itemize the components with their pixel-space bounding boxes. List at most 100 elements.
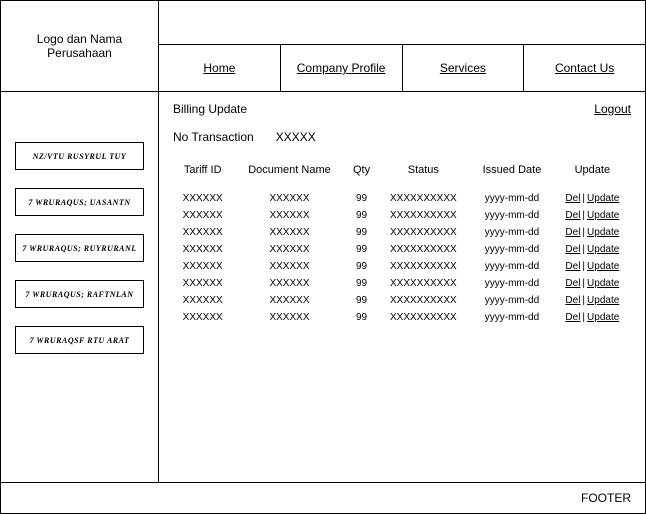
header-right: Home Company Profile Services Contact Us xyxy=(159,1,645,91)
update-link[interactable]: Update xyxy=(587,261,619,272)
cell-doc: XXXXXX xyxy=(232,224,346,241)
content-area: Billing Update Logout No Transaction XXX… xyxy=(159,92,645,482)
del-link[interactable]: Del xyxy=(565,295,580,306)
table-header-row: Tariff ID Document Name Qty Status Issue… xyxy=(173,162,631,190)
title-row: Billing Update Logout xyxy=(173,102,631,116)
cell-date: yyyy-mm-dd xyxy=(470,207,553,224)
cell-status: XXXXXXXXXX xyxy=(376,309,470,326)
sidebar-btn-4[interactable]: 7 WRURAQSF RTU ARAT xyxy=(15,326,144,354)
cell-actions: Del|Update xyxy=(554,292,631,309)
table-row: XXXXXXXXXXXX99XXXXXXXXXXyyyy-mm-ddDel|Up… xyxy=(173,207,631,224)
cell-actions: Del|Update xyxy=(554,309,631,326)
del-link[interactable]: Del xyxy=(565,312,580,323)
billing-table: Tariff ID Document Name Qty Status Issue… xyxy=(173,162,631,326)
no-transaction-label: No Transaction xyxy=(173,130,254,144)
cell-date: yyyy-mm-dd xyxy=(470,190,553,207)
cell-qty: 99 xyxy=(347,258,377,275)
cell-tariff: XXXXXX xyxy=(173,207,232,224)
cell-tariff: XXXXXX xyxy=(173,275,232,292)
update-link[interactable]: Update xyxy=(587,193,619,204)
table-row: XXXXXXXXXXXX99XXXXXXXXXXyyyy-mm-ddDel|Up… xyxy=(173,292,631,309)
sidebar-btn-0[interactable]: NZ/VTU RUSYRUL TUY xyxy=(15,142,144,170)
nav-services[interactable]: Services xyxy=(403,45,525,91)
del-link[interactable]: Del xyxy=(565,278,580,289)
header-blank xyxy=(159,1,645,45)
del-link[interactable]: Del xyxy=(565,244,580,255)
transaction-row: No Transaction XXXXX xyxy=(173,130,631,144)
sidebar-btn-1[interactable]: 7 WRURAQUS; UASANTN xyxy=(15,188,144,216)
cell-actions: Del|Update xyxy=(554,258,631,275)
cell-actions: Del|Update xyxy=(554,241,631,258)
update-link[interactable]: Update xyxy=(587,244,619,255)
cell-qty: 99 xyxy=(347,241,377,258)
sidebar-btn-3[interactable]: 7 WRURAQUS; RAFTNLAN xyxy=(15,280,144,308)
del-link[interactable]: Del xyxy=(565,193,580,204)
update-link[interactable]: Update xyxy=(587,312,619,323)
no-transaction-value: XXXXX xyxy=(276,130,316,144)
cell-date: yyyy-mm-dd xyxy=(470,275,553,292)
cell-status: XXXXXXXXXX xyxy=(376,275,470,292)
logo-cell: Logo dan Nama Perusahaan xyxy=(1,1,159,91)
cell-doc: XXXXXX xyxy=(232,275,346,292)
table-row: XXXXXXXXXXXX99XXXXXXXXXXyyyy-mm-ddDel|Up… xyxy=(173,258,631,275)
cell-doc: XXXXXX xyxy=(232,241,346,258)
cell-doc: XXXXXX xyxy=(232,190,346,207)
update-link[interactable]: Update xyxy=(587,227,619,238)
cell-status: XXXXXXXXXX xyxy=(376,241,470,258)
footer-text: FOOTER xyxy=(581,491,631,505)
cell-status: XXXXXXXXXX xyxy=(376,224,470,241)
cell-tariff: XXXXXX xyxy=(173,292,232,309)
del-link[interactable]: Del xyxy=(565,227,580,238)
nav-row: Home Company Profile Services Contact Us xyxy=(159,45,645,91)
cell-actions: Del|Update xyxy=(554,275,631,292)
nav-company-profile[interactable]: Company Profile xyxy=(281,45,403,91)
col-tariff-id: Tariff ID xyxy=(173,162,232,190)
cell-actions: Del|Update xyxy=(554,207,631,224)
cell-date: yyyy-mm-dd xyxy=(470,258,553,275)
logout-link[interactable]: Logout xyxy=(594,102,631,116)
logo-text: Logo dan Nama Perusahaan xyxy=(9,32,150,60)
cell-tariff: XXXXXX xyxy=(173,224,232,241)
col-issued-date: Issued Date xyxy=(470,162,553,190)
header-row: Logo dan Nama Perusahaan Home Company Pr… xyxy=(1,1,645,92)
cell-qty: 99 xyxy=(347,309,377,326)
update-link[interactable]: Update xyxy=(587,210,619,221)
cell-actions: Del|Update xyxy=(554,224,631,241)
cell-qty: 99 xyxy=(347,190,377,207)
cell-qty: 99 xyxy=(347,275,377,292)
nav-home[interactable]: Home xyxy=(159,45,281,91)
cell-qty: 99 xyxy=(347,224,377,241)
cell-status: XXXXXXXXXX xyxy=(376,207,470,224)
cell-date: yyyy-mm-dd xyxy=(470,292,553,309)
sidebar: NZ/VTU RUSYRUL TUY 7 WRURAQUS; UASANTN 7… xyxy=(1,92,159,482)
sidebar-btn-2[interactable]: 7 WRURAQUS; RUYRURANL xyxy=(15,234,144,262)
update-link[interactable]: Update xyxy=(587,295,619,306)
cell-doc: XXXXXX xyxy=(232,292,346,309)
table-body: XXXXXXXXXXXX99XXXXXXXXXXyyyy-mm-ddDel|Up… xyxy=(173,190,631,326)
table-row: XXXXXXXXXXXX99XXXXXXXXXXyyyy-mm-ddDel|Up… xyxy=(173,241,631,258)
col-document-name: Document Name xyxy=(232,162,346,190)
cell-date: yyyy-mm-dd xyxy=(470,241,553,258)
nav-contact-us[interactable]: Contact Us xyxy=(524,45,645,91)
cell-tariff: XXXXXX xyxy=(173,241,232,258)
cell-status: XXXXXXXXXX xyxy=(376,190,470,207)
cell-tariff: XXXXXX xyxy=(173,190,232,207)
cell-tariff: XXXXXX xyxy=(173,258,232,275)
table-row: XXXXXXXXXXXX99XXXXXXXXXXyyyy-mm-ddDel|Up… xyxy=(173,309,631,326)
cell-date: yyyy-mm-dd xyxy=(470,309,553,326)
page-title: Billing Update xyxy=(173,102,247,116)
del-link[interactable]: Del xyxy=(565,210,580,221)
cell-tariff: XXXXXX xyxy=(173,309,232,326)
del-link[interactable]: Del xyxy=(565,261,580,272)
body-row: NZ/VTU RUSYRUL TUY 7 WRURAQUS; UASANTN 7… xyxy=(1,92,645,482)
cell-actions: Del|Update xyxy=(554,190,631,207)
table-row: XXXXXXXXXXXX99XXXXXXXXXXyyyy-mm-ddDel|Up… xyxy=(173,275,631,292)
table-row: XXXXXXXXXXXX99XXXXXXXXXXyyyy-mm-ddDel|Up… xyxy=(173,224,631,241)
update-link[interactable]: Update xyxy=(587,278,619,289)
footer: FOOTER xyxy=(1,482,645,513)
col-qty: Qty xyxy=(347,162,377,190)
cell-doc: XXXXXX xyxy=(232,258,346,275)
cell-date: yyyy-mm-dd xyxy=(470,224,553,241)
cell-qty: 99 xyxy=(347,207,377,224)
cell-status: XXXXXXXXXX xyxy=(376,292,470,309)
